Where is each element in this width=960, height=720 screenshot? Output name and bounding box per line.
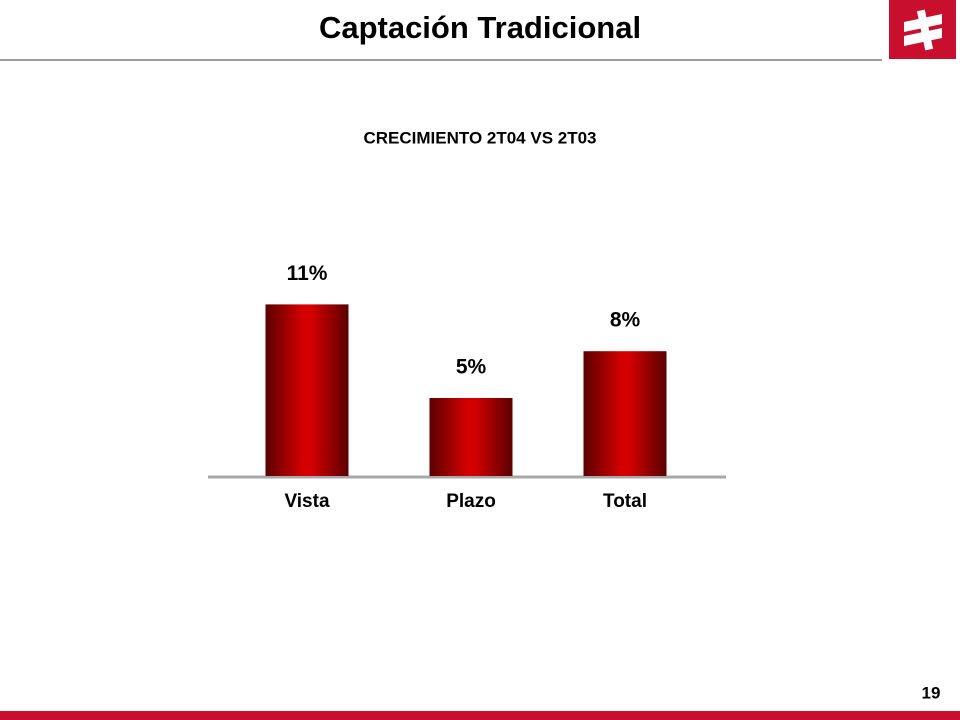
bar	[583, 351, 667, 476]
page-number: 19	[922, 683, 941, 702]
x-tick-label: Plazo	[446, 491, 496, 512]
bar	[265, 304, 349, 476]
x-tick-label: Total	[603, 491, 647, 512]
footer-bar	[0, 711, 960, 720]
value-label: 8%	[610, 309, 641, 332]
logo	[889, 0, 956, 59]
value-label: 11%	[287, 262, 328, 285]
chart-title: CRECIMIENTO 2T04 VS 2T03	[363, 128, 596, 147]
slide-title: Captación Tradicional	[319, 10, 641, 45]
x-tick-label: Vista	[284, 491, 330, 512]
bar	[429, 398, 513, 476]
value-label: 5%	[456, 356, 487, 379]
